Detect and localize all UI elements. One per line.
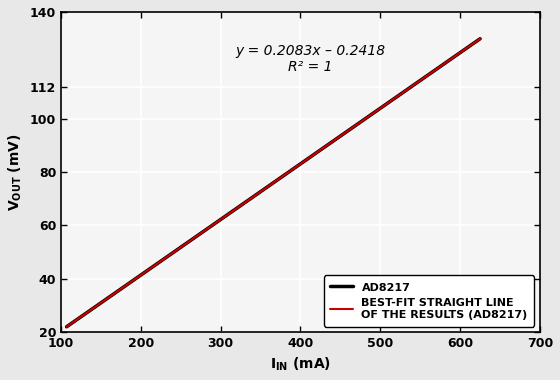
X-axis label: $\mathbf{I_{IN}}$ $\mathbf{(mA)}$: $\mathbf{I_{IN}}$ $\mathbf{(mA)}$ [270, 356, 331, 373]
BEST-FIT STRAIGHT LINE
OF THE RESULTS (AD8217) [260, 188, 267, 192]
BEST-FIT STRAIGHT LINE
OF THE RESULTS (AD8217) [402, 89, 409, 93]
BEST-FIT STRAIGHT LINE
OF THE RESULTS (AD8217) [287, 169, 293, 173]
AD8217 [287, 169, 293, 173]
Line: BEST-FIT STRAIGHT LINE
OF THE RESULTS (AD8217): BEST-FIT STRAIGHT LINE OF THE RESULTS (A… [67, 39, 480, 327]
AD8217 [63, 325, 70, 329]
Legend: AD8217, BEST-FIT STRAIGHT LINE
OF THE RESULTS (AD8217): AD8217, BEST-FIT STRAIGHT LINE OF THE RE… [324, 276, 534, 327]
AD8217 [260, 188, 267, 192]
AD8217 [262, 186, 269, 190]
BEST-FIT STRAIGHT LINE
OF THE RESULTS (AD8217) [477, 36, 483, 41]
AD8217 [402, 89, 409, 93]
BEST-FIT STRAIGHT LINE
OF THE RESULTS (AD8217) [262, 186, 269, 190]
Text: y = 0.2083x – 0.2418
R² = 1: y = 0.2083x – 0.2418 R² = 1 [235, 44, 385, 74]
AD8217 [309, 153, 316, 158]
BEST-FIT STRAIGHT LINE
OF THE RESULTS (AD8217) [309, 153, 316, 158]
AD8217 [467, 43, 474, 48]
AD8217 [477, 36, 483, 41]
BEST-FIT STRAIGHT LINE
OF THE RESULTS (AD8217) [63, 325, 70, 329]
BEST-FIT STRAIGHT LINE
OF THE RESULTS (AD8217) [467, 43, 474, 48]
Y-axis label: $\mathbf{V_{OUT}}$ $\mathbf{(mV)}$: $\mathbf{V_{OUT}}$ $\mathbf{(mV)}$ [7, 133, 24, 211]
Line: AD8217: AD8217 [67, 39, 480, 327]
